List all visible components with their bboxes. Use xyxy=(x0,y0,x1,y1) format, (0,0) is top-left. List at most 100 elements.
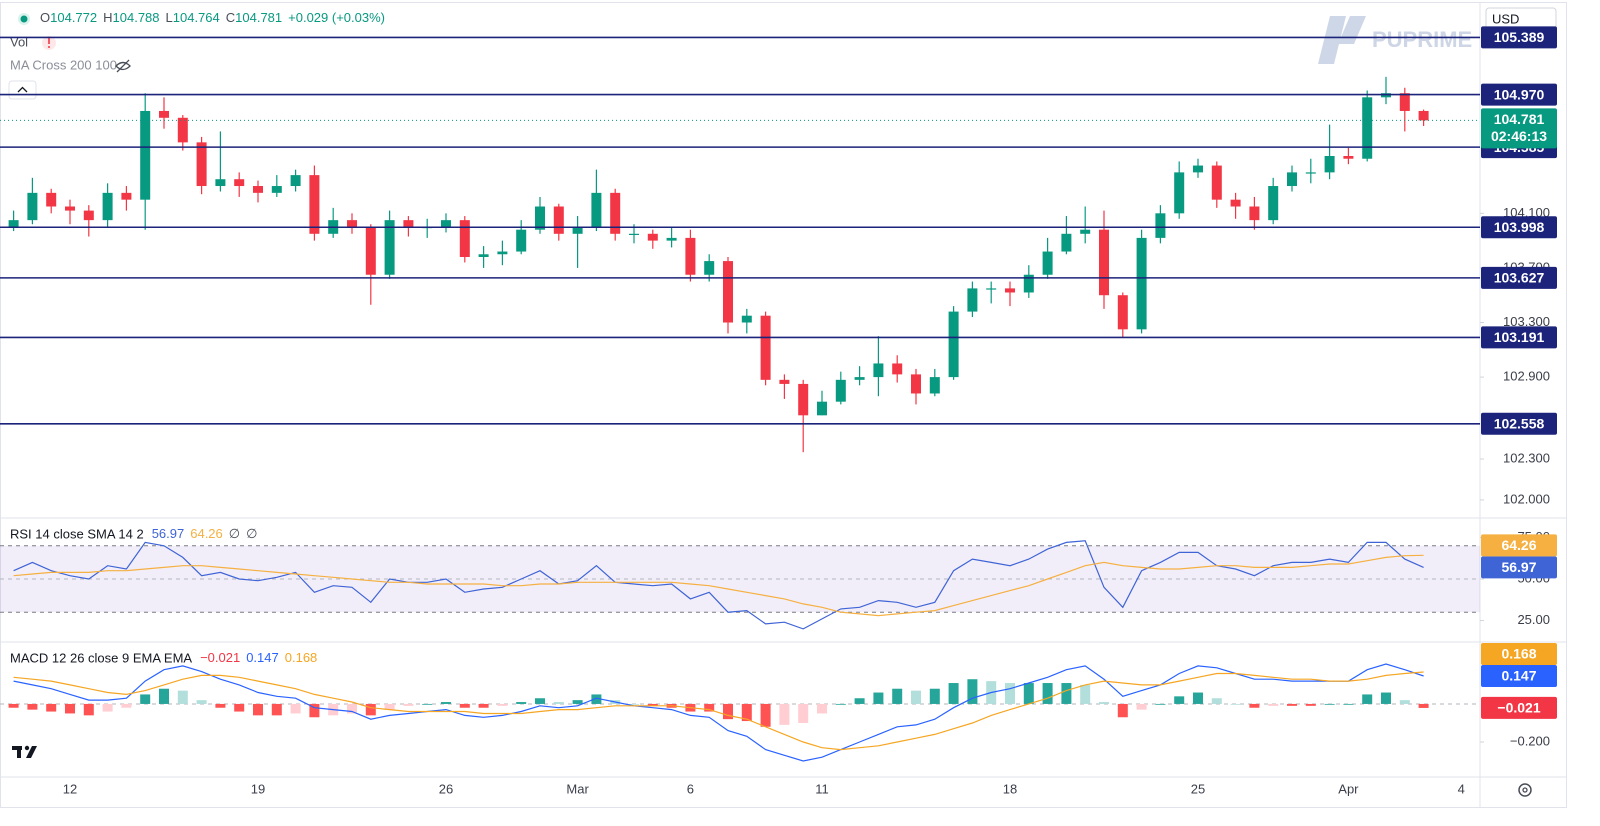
candle-body xyxy=(234,179,245,187)
histogram-bar xyxy=(1418,703,1429,708)
histogram-bar xyxy=(8,703,19,708)
candle-body xyxy=(46,192,57,207)
histogram-bar xyxy=(553,702,564,704)
collapse-chevron xyxy=(17,86,28,93)
level-label-box xyxy=(1481,216,1557,239)
ohlc-value: 104.781 xyxy=(235,10,282,25)
histogram-bar xyxy=(704,703,715,712)
macd-axis-label: 0.168 xyxy=(1501,646,1536,662)
candle-body xyxy=(497,251,508,255)
candle-body xyxy=(647,233,658,241)
candle-body xyxy=(629,233,639,235)
histogram-bar xyxy=(1381,692,1391,704)
x-tick-label: 18 xyxy=(1003,781,1017,796)
rsi-line xyxy=(13,554,1424,617)
level-label-box xyxy=(1481,266,1557,289)
candle-body xyxy=(478,254,489,257)
histogram-bar xyxy=(929,688,940,704)
candle-body xyxy=(666,237,677,241)
x-tick-label: Apr xyxy=(1338,781,1359,796)
level-label-box xyxy=(1481,412,1557,435)
candle-body xyxy=(873,363,884,378)
rsi-values: 56.97 64.26 ∅ ∅ xyxy=(152,526,258,541)
y-tick-label: 103.300 xyxy=(1503,314,1550,329)
candle-body xyxy=(685,237,696,275)
candle-body xyxy=(384,220,395,275)
rsi-legend-value: 64.26 xyxy=(190,526,223,541)
ohlc-legend: O104.772 H104.788 L104.764 C104.781 +0.029 (… xyxy=(40,10,385,25)
currency-label: USD xyxy=(1492,11,1519,26)
candle-body xyxy=(779,379,790,384)
histogram-bar xyxy=(196,700,207,704)
x-tick-label: 19 xyxy=(251,781,265,796)
candle-body xyxy=(271,186,282,193)
histogram-bar xyxy=(422,703,433,705)
macd-legend-value: −0.021 xyxy=(200,650,240,665)
candle-body xyxy=(1305,172,1316,174)
warning-icon[interactable] xyxy=(42,36,56,50)
candle-body xyxy=(121,192,132,200)
candle-body xyxy=(1193,165,1203,173)
countdown-label: 02:46:13 xyxy=(1491,128,1547,144)
histogram-bar xyxy=(234,703,245,712)
candle-body xyxy=(948,311,959,378)
candle-body xyxy=(1230,199,1241,207)
candle-body xyxy=(572,226,583,234)
macd-legend: MACD 12 26 close 9 EMA EMA xyxy=(10,650,192,665)
gear xyxy=(1522,787,1528,793)
candle-body xyxy=(159,110,169,118)
currency-selector[interactable]: USD xyxy=(1485,7,1557,33)
candle-body xyxy=(553,206,564,234)
candle-body xyxy=(253,186,263,193)
candle-body xyxy=(196,142,207,187)
candle-body xyxy=(892,363,903,375)
candle-body xyxy=(967,288,978,312)
settings-icon[interactable] xyxy=(1518,783,1532,797)
histogram-bar xyxy=(1099,702,1109,704)
histogram-bar xyxy=(948,683,959,704)
rsi-axis-label: 56.97 xyxy=(1501,559,1536,575)
candle-body xyxy=(1080,229,1091,234)
rsi-axis-label-box xyxy=(1481,534,1557,557)
histogram-bar xyxy=(140,694,151,704)
histogram-bar xyxy=(1230,703,1241,705)
histogram-bar xyxy=(572,700,583,704)
eye-strike xyxy=(116,59,130,73)
histogram-bar xyxy=(309,703,320,718)
logo-part xyxy=(24,745,30,751)
collapse-button[interactable] xyxy=(8,80,37,100)
histogram-bar xyxy=(290,703,301,714)
histogram-bar xyxy=(835,703,846,705)
rsi-legend-flag: ∅ xyxy=(229,526,240,541)
y-tick-label: 102.000 xyxy=(1503,491,1550,506)
histogram-bar xyxy=(441,702,451,704)
level-label-box xyxy=(1481,26,1557,49)
histogram-bar xyxy=(911,690,921,704)
macd-legend-value: 0.168 xyxy=(285,650,318,665)
rsi-axis-label-box xyxy=(1481,556,1557,579)
histogram-bar xyxy=(1042,683,1053,704)
rsi-legend-flag: ∅ xyxy=(246,526,257,541)
histogram-bar xyxy=(1136,703,1147,710)
candle-body xyxy=(365,226,376,275)
histogram-bar xyxy=(365,703,376,716)
level-label: 103.998 xyxy=(1494,219,1545,235)
tv-logo[interactable] xyxy=(12,745,37,758)
candle-body xyxy=(65,206,75,211)
histogram-bar xyxy=(1211,698,1222,704)
frame xyxy=(0,2,1567,808)
histogram-bar xyxy=(478,703,489,708)
hidden-eye-icon[interactable] xyxy=(115,59,131,73)
histogram-bar xyxy=(1061,683,1072,704)
candle-body xyxy=(1399,93,1410,111)
x-tick-label: Mar xyxy=(566,781,589,796)
candle-body xyxy=(1155,213,1166,238)
candle-body xyxy=(1343,156,1354,159)
histogram-bar xyxy=(629,703,639,705)
candle-body xyxy=(723,261,733,323)
histogram-bar xyxy=(1362,694,1373,704)
candle-body xyxy=(929,377,940,394)
candle-body xyxy=(854,377,865,380)
